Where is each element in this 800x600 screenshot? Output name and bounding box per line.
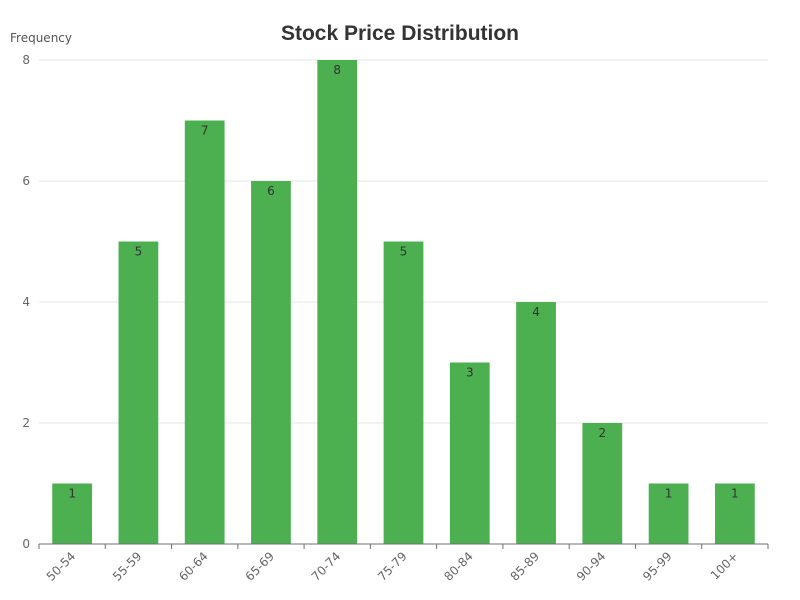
x-tick-label: 95-99 — [640, 549, 675, 584]
bar[interactable] — [648, 483, 689, 545]
bar[interactable] — [516, 302, 556, 544]
data-label: 1 — [731, 487, 739, 501]
bar[interactable] — [251, 181, 291, 544]
y-tick-label: 8 — [22, 53, 30, 67]
bar[interactable] — [52, 483, 93, 545]
y-tick-label: 0 — [22, 537, 30, 551]
data-label: 1 — [665, 487, 673, 501]
x-tick-label: 75-79 — [375, 549, 410, 584]
data-label: 7 — [201, 124, 209, 138]
data-label: 6 — [267, 184, 275, 198]
y-tick-label: 4 — [22, 295, 30, 309]
y-axis-title: Frequency — [10, 31, 72, 45]
y-tick-label: 2 — [22, 416, 30, 430]
data-label: 3 — [466, 366, 474, 380]
x-tick-label: 60-64 — [176, 549, 211, 584]
x-tick-label: 80-84 — [441, 549, 476, 584]
x-tick-label: 85-89 — [508, 549, 543, 584]
data-label: 5 — [400, 245, 408, 259]
x-tick-label: 100+ — [708, 549, 741, 582]
x-tick-label: 90-94 — [574, 549, 609, 584]
bar[interactable] — [317, 60, 358, 544]
data-label: 8 — [333, 63, 341, 77]
data-label: 5 — [135, 245, 143, 259]
axes — [38, 543, 769, 549]
bars — [52, 60, 755, 545]
bar[interactable] — [449, 362, 490, 545]
x-tick-label: 50-54 — [44, 549, 79, 584]
data-label: 1 — [68, 487, 76, 501]
chart-title: Stock Price Distribution — [281, 22, 519, 45]
bar[interactable] — [184, 120, 225, 545]
bar[interactable] — [582, 423, 623, 544]
bar[interactable] — [714, 483, 755, 545]
x-tick-label: 70-74 — [309, 549, 344, 584]
x-tick-label: 65-69 — [243, 549, 278, 584]
x-tick-label: 55-59 — [110, 549, 145, 584]
data-label: 2 — [598, 426, 606, 440]
y-tick-label: 6 — [22, 174, 30, 188]
bar[interactable] — [118, 241, 159, 545]
data-label: 4 — [532, 305, 540, 319]
bar[interactable] — [383, 241, 424, 545]
